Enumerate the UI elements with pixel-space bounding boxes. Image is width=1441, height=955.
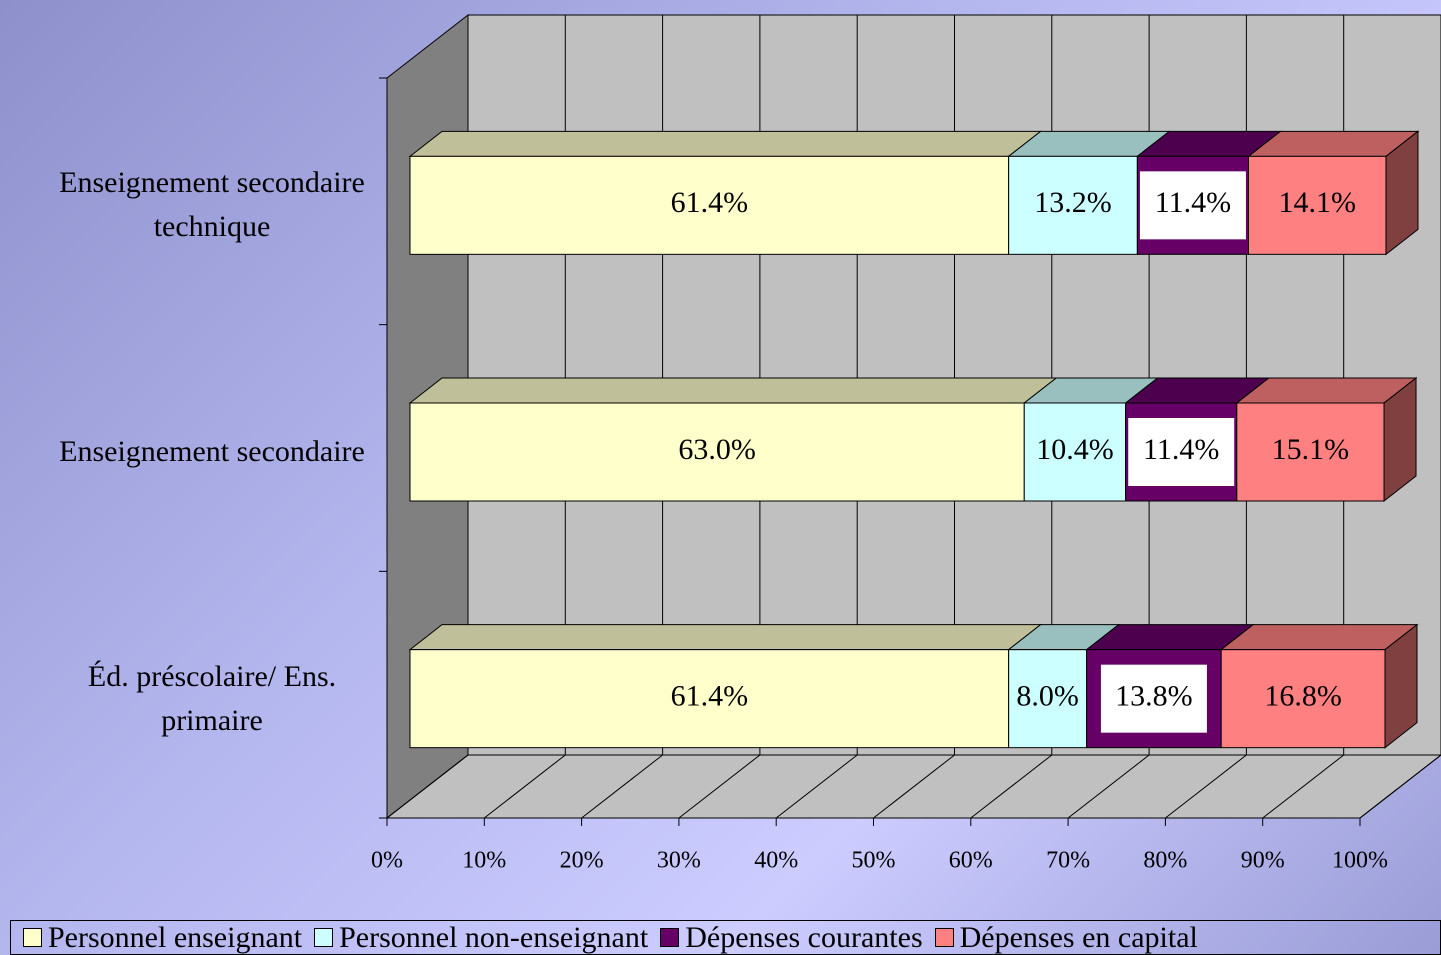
data-label: 10.4% [1036,433,1114,466]
data-label: 15.1% [1272,433,1350,466]
x-tick-label: 30% [657,848,701,874]
legend-item: Dépenses en capital [934,920,1198,955]
bar [1236,402,1385,502]
legend-swatch [23,928,42,947]
data-label: 8.0% [1016,680,1079,713]
bar [409,649,1010,749]
data-label: 16.8% [1264,680,1342,713]
data-label-bg [1139,171,1246,240]
data-label: 13.8% [1115,680,1193,713]
x-tick-label: 10% [462,848,506,874]
data-label: 61.4% [671,186,749,219]
data-label-bg [1100,664,1207,733]
y-tick-label: Éd. préscolaire/ Ens. primaire [87,659,337,737]
floor-grid-line [1262,754,1345,819]
bar [1248,155,1387,255]
floor-grid-line [775,754,858,819]
data-label: 63.0% [678,433,756,466]
bar-top [1219,624,1419,651]
legend-swatch [314,928,334,947]
x-tick-label: 90% [1241,848,1285,874]
data-label: 14.1% [1278,186,1356,219]
x-tick-label: 100% [1332,848,1388,874]
x-tick-label: 80% [1143,848,1187,874]
legend-swatch [660,928,680,947]
floor-grid-line [581,754,663,819]
y-tick-label: Enseignement secondaire technique [59,166,365,244]
legend-label: Dépenses courantes [685,920,923,954]
data-label: 13.2% [1034,186,1112,219]
floor-grid-line [970,754,1053,819]
floor-grid-line [1067,754,1150,819]
bar [409,402,1025,502]
floor-grid-line [1165,754,1247,819]
data-label: 11.4% [1143,433,1219,466]
legend-label: Personnel non-enseignant [339,920,649,954]
floor-grid-line [873,754,955,819]
data-label-bg [1128,418,1235,486]
legend-label: Dépenses en capital [959,920,1198,954]
data-label: 61.4% [671,680,749,713]
x-tick-label: 20% [560,848,604,874]
bar [1008,649,1088,749]
x-tick-label: 50% [852,848,896,874]
floor-grid-line [386,754,469,819]
y-tick-label: Enseignement secondaire [59,435,365,468]
legend-item: Personnel enseignant [23,921,302,955]
legend-item: Personnel non-enseignant [314,921,648,955]
x-tick-label: 60% [949,848,993,874]
legend-item: Dépenses courantes [660,920,923,955]
legend: Personnel enseignant Personnel non-enseig… [10,920,1441,955]
bar-top [408,624,1043,651]
legend-label: Personnel enseignant [48,920,303,954]
floor-grid-line [678,754,761,819]
floor-grid-line [1359,754,1441,819]
data-label: 11.4% [1155,186,1231,219]
x-tick-label: 0% [371,848,403,874]
chart: 0% 10% 20% 30% 40% 50% 60% 70% 80% 90% 100% 61.4% 8.… [371,13,1441,874]
x-tick-label: 40% [754,848,798,874]
bar-top [408,377,1058,404]
legend-swatch [934,928,954,947]
bar-top [408,130,1043,157]
x-tick-label: 70% [1046,848,1090,874]
bar [1220,649,1386,749]
floor-grid-line [483,754,566,819]
